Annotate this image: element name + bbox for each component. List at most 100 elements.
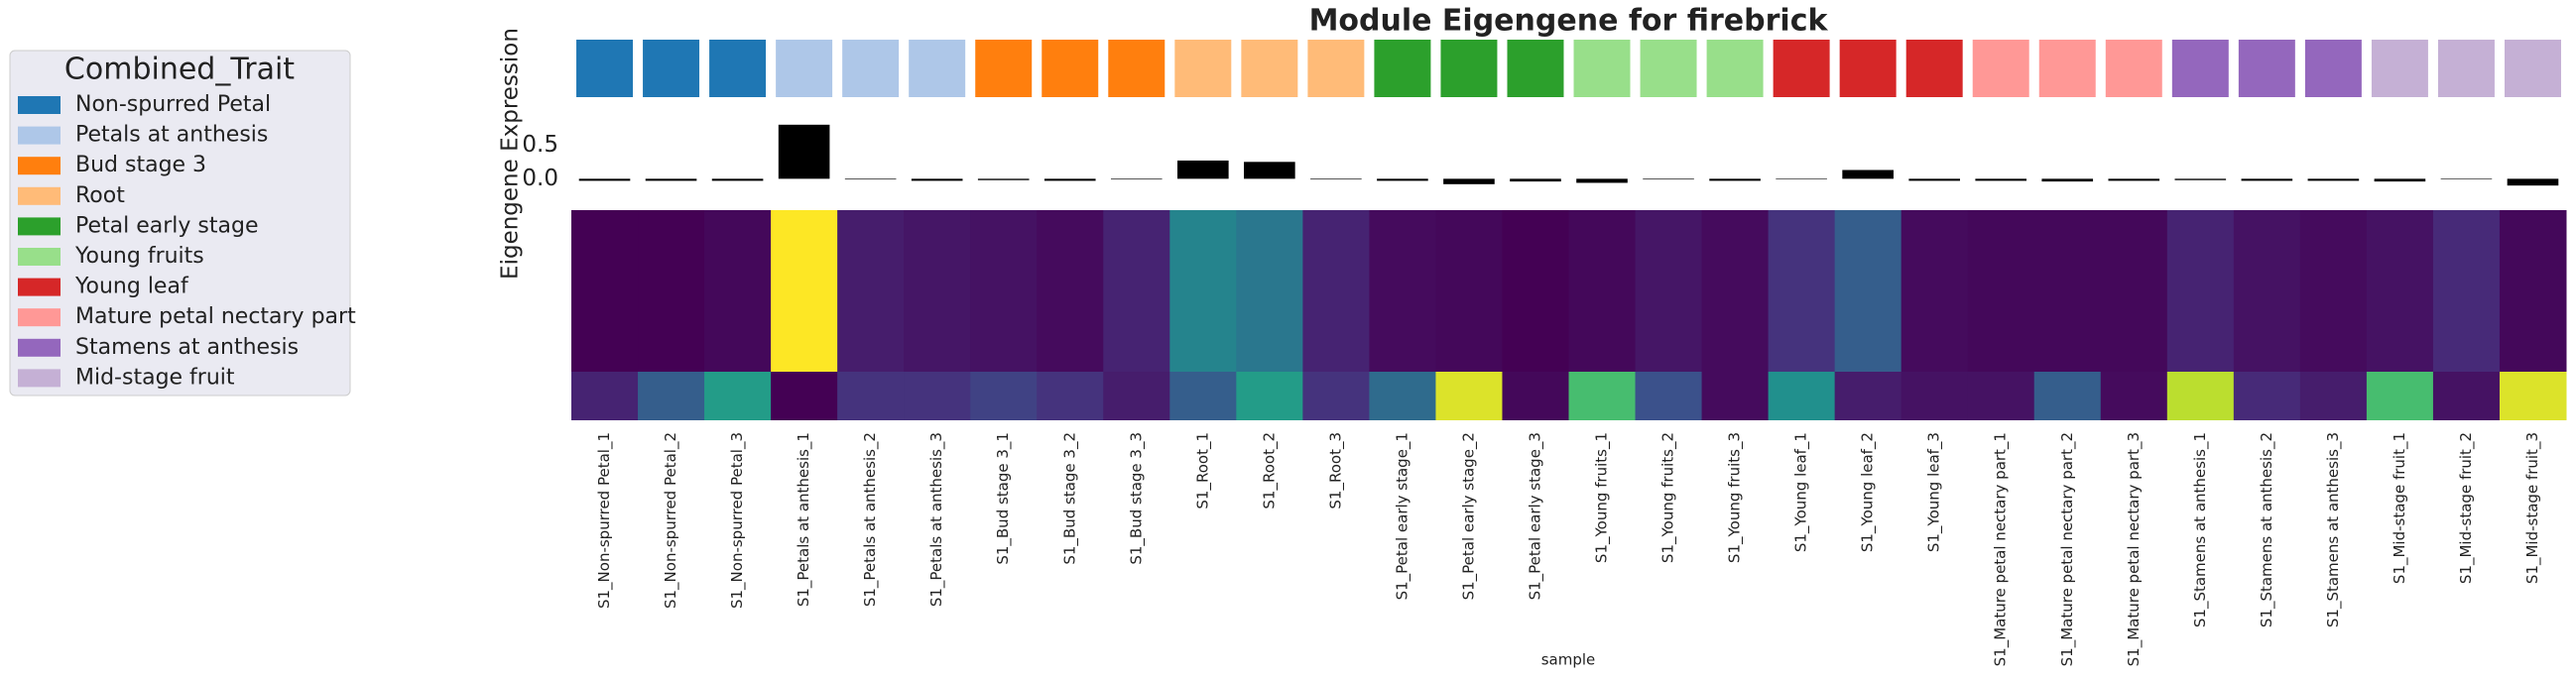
x-tick-label: S1_Stamens at anthesis_3 [2324,432,2343,627]
heatmap-cell [2299,210,2368,372]
trait-color-cell [2171,40,2229,97]
bar [1776,178,1827,179]
x-tick-label: S1_Young fruits_2 [1659,432,1678,563]
bar [1643,178,1694,180]
trait-color-cell [576,40,634,97]
heatmap-cell [1302,372,1370,420]
trait-color-cell [2304,40,2362,97]
heatmap-cell [2233,210,2301,372]
x-tick-label: S1_Petals at anthesis_2 [861,432,880,607]
bar [1110,178,1163,180]
bar [1510,178,1561,182]
legend-swatch [18,248,61,266]
legend-label: Bud stage 3 [75,153,206,177]
legend-swatch [18,308,61,327]
legend-label: Stamens at anthesis [75,335,299,360]
heatmap-cell [2299,372,2368,420]
legend-label: Non-spurred Petal [75,92,271,117]
heatmap-cell [904,372,971,420]
heatmap-cell [704,210,772,372]
heatmap-cell [2166,372,2235,420]
heatmap-cell [704,372,772,420]
trait-color-cell [975,40,1033,97]
legend-swatch [18,96,61,114]
bar [645,178,697,181]
x-tick-label: S1_Stamens at anthesis_1 [2191,432,2210,627]
heatmap-cell [1568,210,1637,372]
legend-label: Young fruits [74,244,204,269]
trait-color-cell [1905,40,1963,97]
legend-swatch [18,278,61,296]
legend-label: Young leaf [74,275,189,299]
bar [711,178,764,181]
x-tick-label: S1_Mature petal nectary part_3 [2125,432,2144,666]
x-tick-label: S1_Mid-stage fruit_1 [2391,432,2409,584]
legend-title: Combined_Trait [64,53,295,87]
trait-color-cell [2371,40,2428,97]
x-axis-label: sample [1541,651,1596,669]
legend-label: Petals at anthesis [75,123,268,148]
heatmap-cell [1236,372,1303,420]
trait-color-cell [1706,40,1764,97]
x-tick-label: S1_Petal early stage_1 [1393,432,1411,600]
x-tick-label: S1_Bud stage 3_1 [994,432,1013,565]
heatmap-cell [1302,210,1370,372]
bar [1576,178,1628,183]
trait-color-cell [909,40,966,97]
legend-label: Root [75,183,125,208]
x-tick-label: S1_Mature petal nectary part_1 [1992,432,2011,666]
bar [1310,178,1362,180]
legend-swatch [18,186,61,205]
bar [578,178,631,181]
trait-color-cell [1108,40,1165,97]
heatmap-cell [1435,210,1503,372]
heatmap-cell [2366,372,2434,420]
x-tick-label: S1_Young fruits_1 [1593,432,1612,563]
heatmap-cell [1236,210,1303,372]
bar [2174,178,2227,180]
heatmap-cell [970,372,1038,420]
trait-color-cell [1972,40,2029,97]
heatmap-cell [1103,210,1170,372]
bar [2374,178,2426,182]
bar [1244,162,1295,179]
bar [1908,178,1960,181]
heatmap-cell [1901,210,1969,372]
heatmap-cell [1701,372,1770,420]
heatmap-cell [1169,210,1237,372]
trait-color-cell [2238,40,2295,97]
bar [2241,178,2293,181]
x-tick-label: S1_Bud stage 3_2 [1060,432,1079,565]
x-tick-label: S1_Petal early stage_3 [1526,432,1544,600]
legend-box [9,50,351,396]
trait-color-cell [1241,40,1298,97]
x-tick-label: S1_Non-spurred Petal_1 [595,432,614,609]
x-tick-label: S1_Mature petal nectary part_2 [2058,432,2077,666]
heatmap-cell [2499,210,2567,372]
trait-color-cell [1307,40,1365,97]
bar [1443,178,1495,184]
x-tick-label: S1_Mid-stage fruit_3 [2523,432,2542,584]
x-tick-label: S1_Petal early stage_2 [1459,432,1478,600]
legend-label: Mature petal nectary part [75,304,356,329]
trait-color-cell [1773,40,1830,97]
heatmap-cell [1169,372,1237,420]
heatmap-cell [1834,210,1902,372]
y-axis-label: Eigengene Expression [498,28,524,280]
trait-color-cell [2038,40,2096,97]
legend-swatch [18,338,61,357]
x-tick-label: S1_Root_1 [1193,432,1212,509]
trait-color-cell [1042,40,1099,97]
legend-swatch [18,217,61,236]
trait-color-cell [643,40,700,97]
x-tick-label: S1_Non-spurred Petal_2 [662,432,680,609]
legend-swatch [18,157,61,175]
bar [844,178,897,180]
trait-color-cell [709,40,767,97]
x-tick-label: S1_Root_2 [1260,432,1279,509]
heatmap-cell [1967,372,2035,420]
heatmap-cell [1369,372,1436,420]
bar [977,178,1030,180]
heatmap-cell [1103,372,1170,420]
heatmap-cell [638,372,705,420]
